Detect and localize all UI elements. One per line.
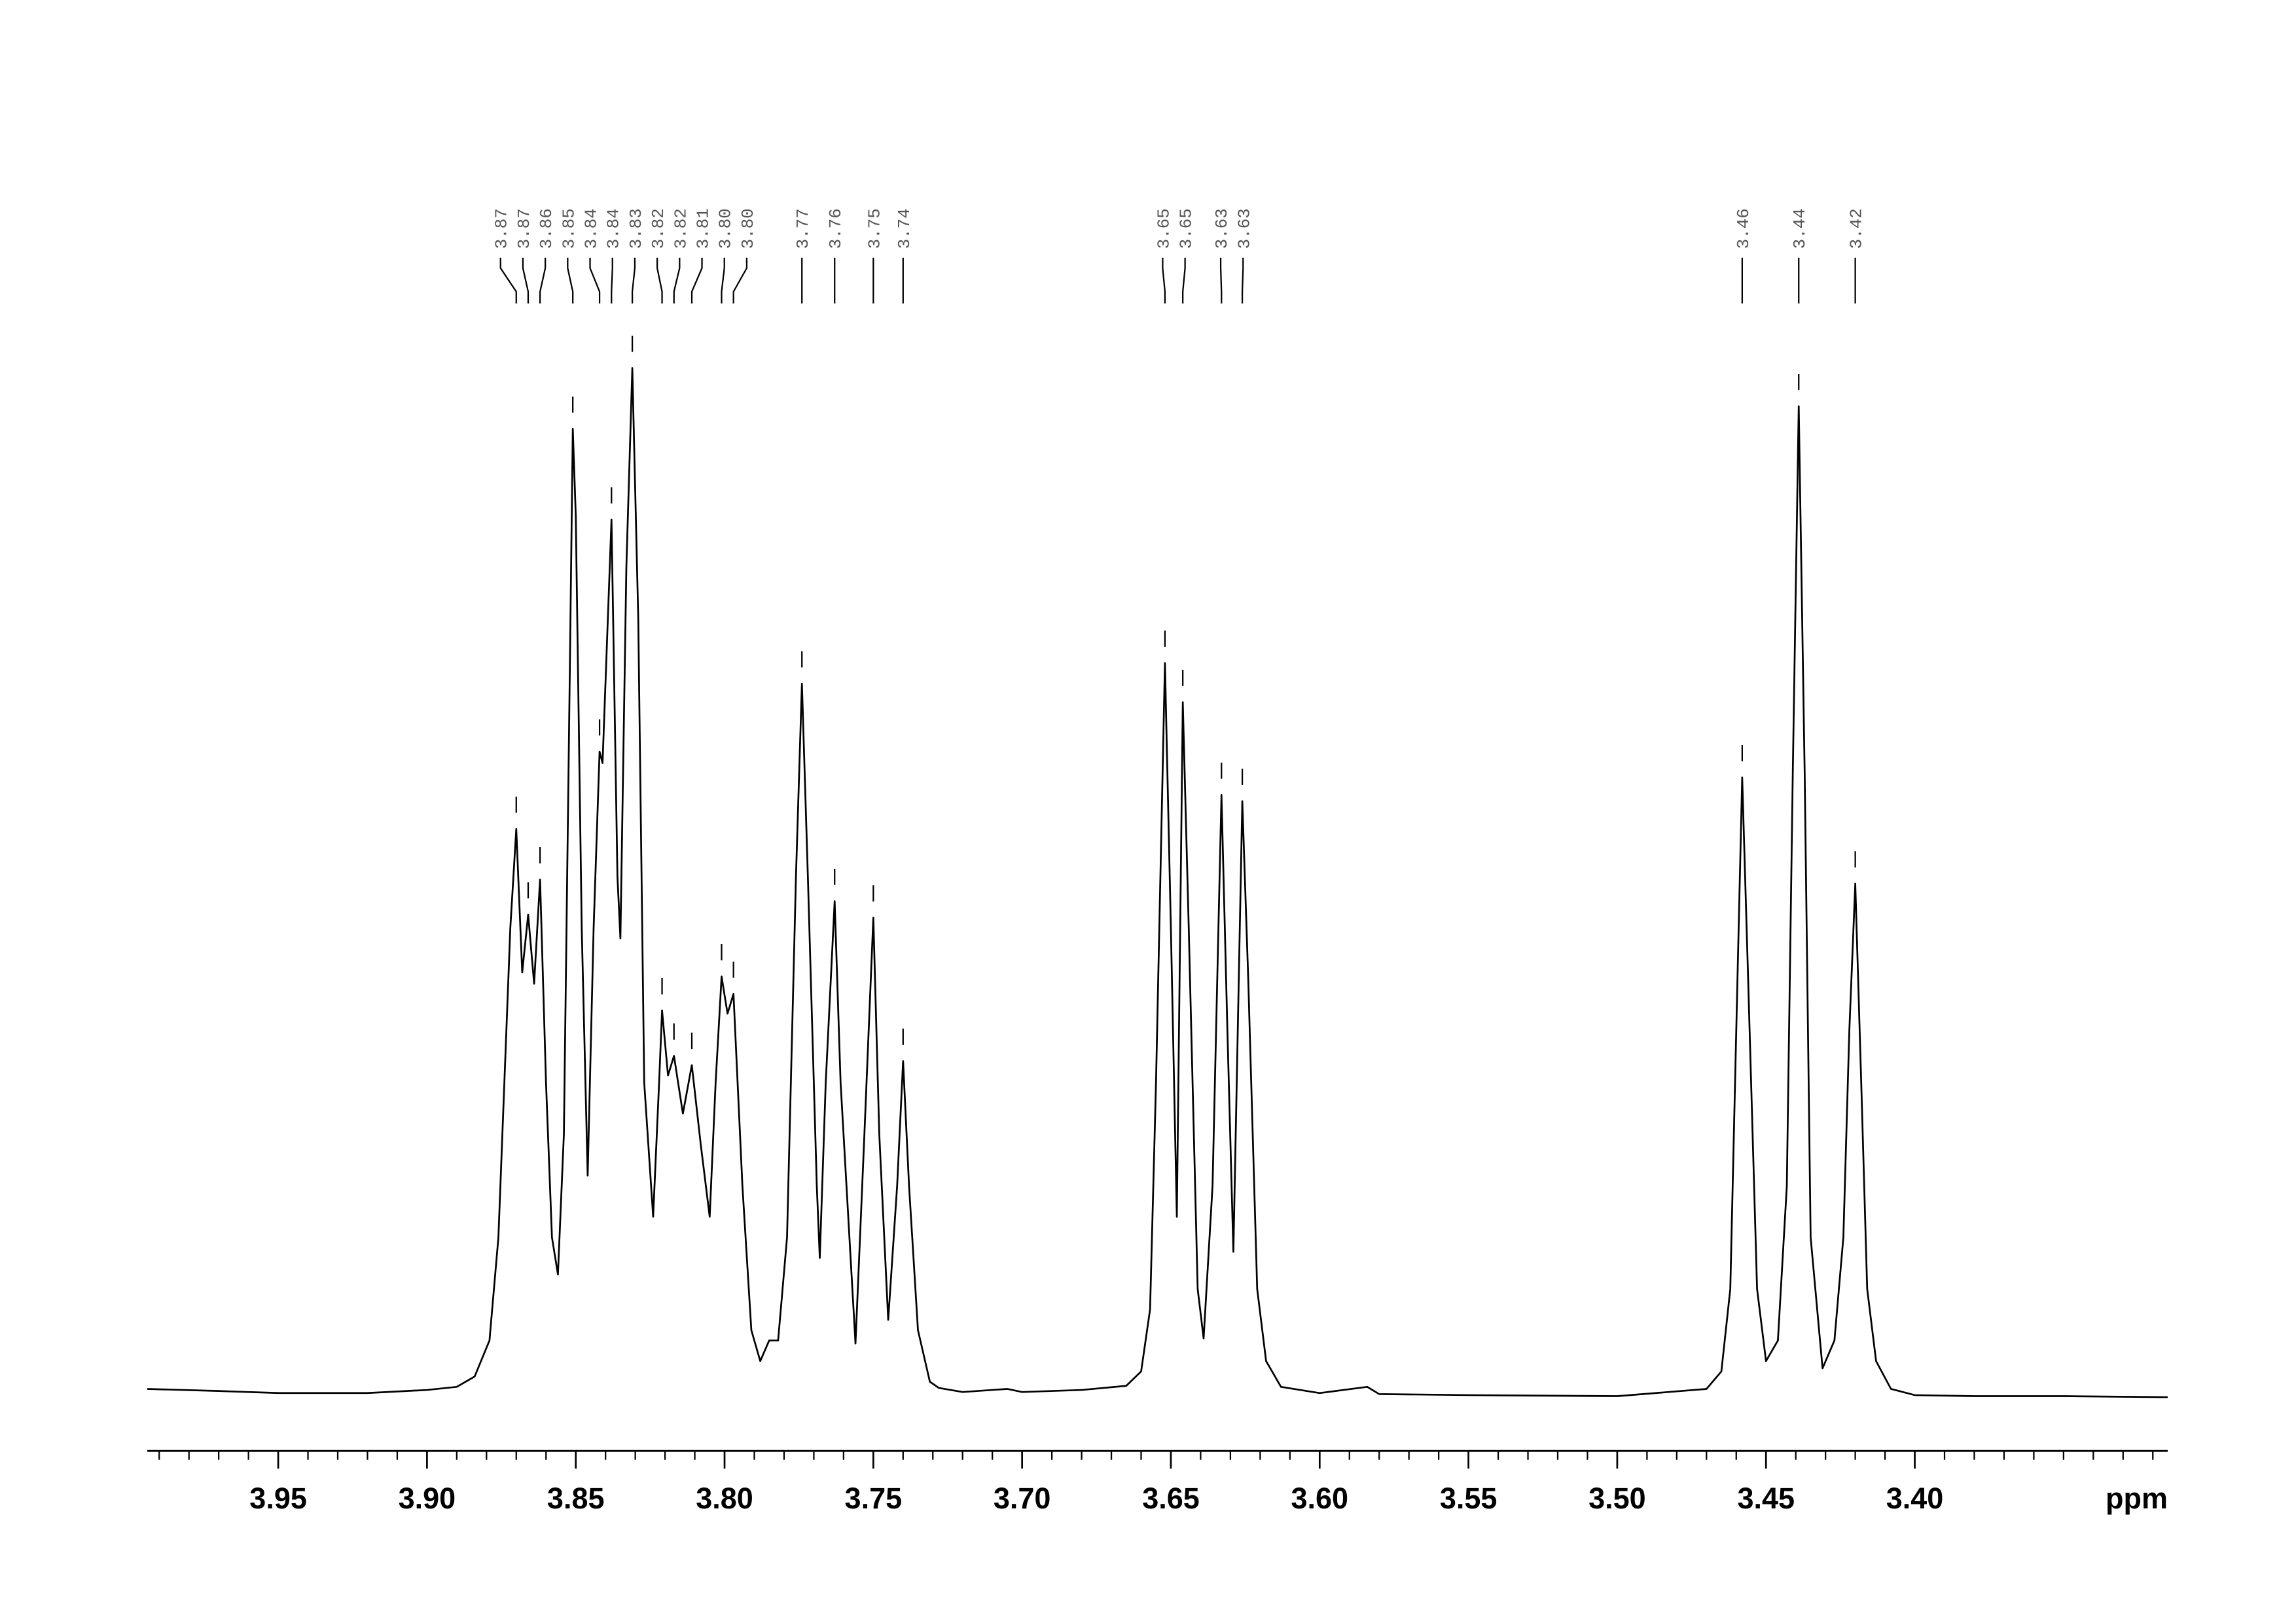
x-axis-label: ppm xyxy=(2106,1482,2168,1515)
x-tick-label: 3.75 xyxy=(845,1482,903,1515)
x-tick-label: 3.80 xyxy=(696,1482,753,1515)
x-tick-label: 3.45 xyxy=(1737,1482,1795,1515)
peak-leader xyxy=(611,257,613,304)
peak-leader xyxy=(1241,257,1244,304)
peak-label: 3.74 xyxy=(895,208,914,249)
peak-leader xyxy=(631,257,636,304)
x-tick-label: 3.70 xyxy=(994,1482,1051,1515)
peak-label: 3.63 xyxy=(1234,208,1254,249)
peak-label: 3.80 xyxy=(716,208,736,249)
peak-leader xyxy=(721,257,725,304)
peak-label: 3.76 xyxy=(826,208,846,249)
peak-label: 3.63 xyxy=(1212,208,1232,249)
peak-label: 3.81 xyxy=(694,208,713,249)
peak-label: 3.82 xyxy=(649,208,668,249)
peak-label: 3.87 xyxy=(514,208,534,249)
peak-label: 3.84 xyxy=(582,208,601,249)
spectrum-line xyxy=(147,367,2168,1398)
peak-label: 3.75 xyxy=(865,208,884,249)
x-tick-label: 3.50 xyxy=(1588,1482,1646,1515)
x-tick-label: 3.90 xyxy=(399,1482,456,1515)
peak-label: 3.65 xyxy=(1154,208,1174,249)
peak-label: 3.42 xyxy=(1847,208,1867,249)
peak-label: 3.77 xyxy=(793,208,813,249)
x-tick-label: 3.60 xyxy=(1291,1482,1349,1515)
peak-label: 3.80 xyxy=(738,208,758,249)
peak-leader xyxy=(1162,257,1166,304)
peak-label: 3.85 xyxy=(559,208,579,249)
x-tick-label: 3.95 xyxy=(249,1482,307,1515)
x-tick-label: 3.85 xyxy=(547,1482,605,1515)
peak-label: 3.83 xyxy=(626,208,646,249)
peak-leader xyxy=(539,257,547,304)
peak-leader xyxy=(691,257,703,304)
peak-leader xyxy=(656,257,663,304)
peak-leader xyxy=(522,257,529,304)
peak-leader xyxy=(732,257,748,304)
peak-label: 3.84 xyxy=(604,208,624,249)
peak-label: 3.44 xyxy=(1790,208,1810,249)
peak-label: 3.46 xyxy=(1734,208,1753,249)
peak-label: 3.86 xyxy=(537,208,556,249)
peak-leader xyxy=(499,257,517,304)
peak-leader xyxy=(673,257,681,304)
peak-leader xyxy=(1182,257,1186,304)
peak-label: 3.87 xyxy=(492,208,512,249)
x-tick-label: 3.55 xyxy=(1440,1482,1498,1515)
peak-label: 3.65 xyxy=(1177,208,1196,249)
peak-leader xyxy=(567,257,574,304)
peak-leader xyxy=(589,257,601,304)
x-tick-label: 3.40 xyxy=(1886,1482,1944,1515)
peak-label: 3.82 xyxy=(671,208,691,249)
x-tick-label: 3.65 xyxy=(1142,1482,1200,1515)
